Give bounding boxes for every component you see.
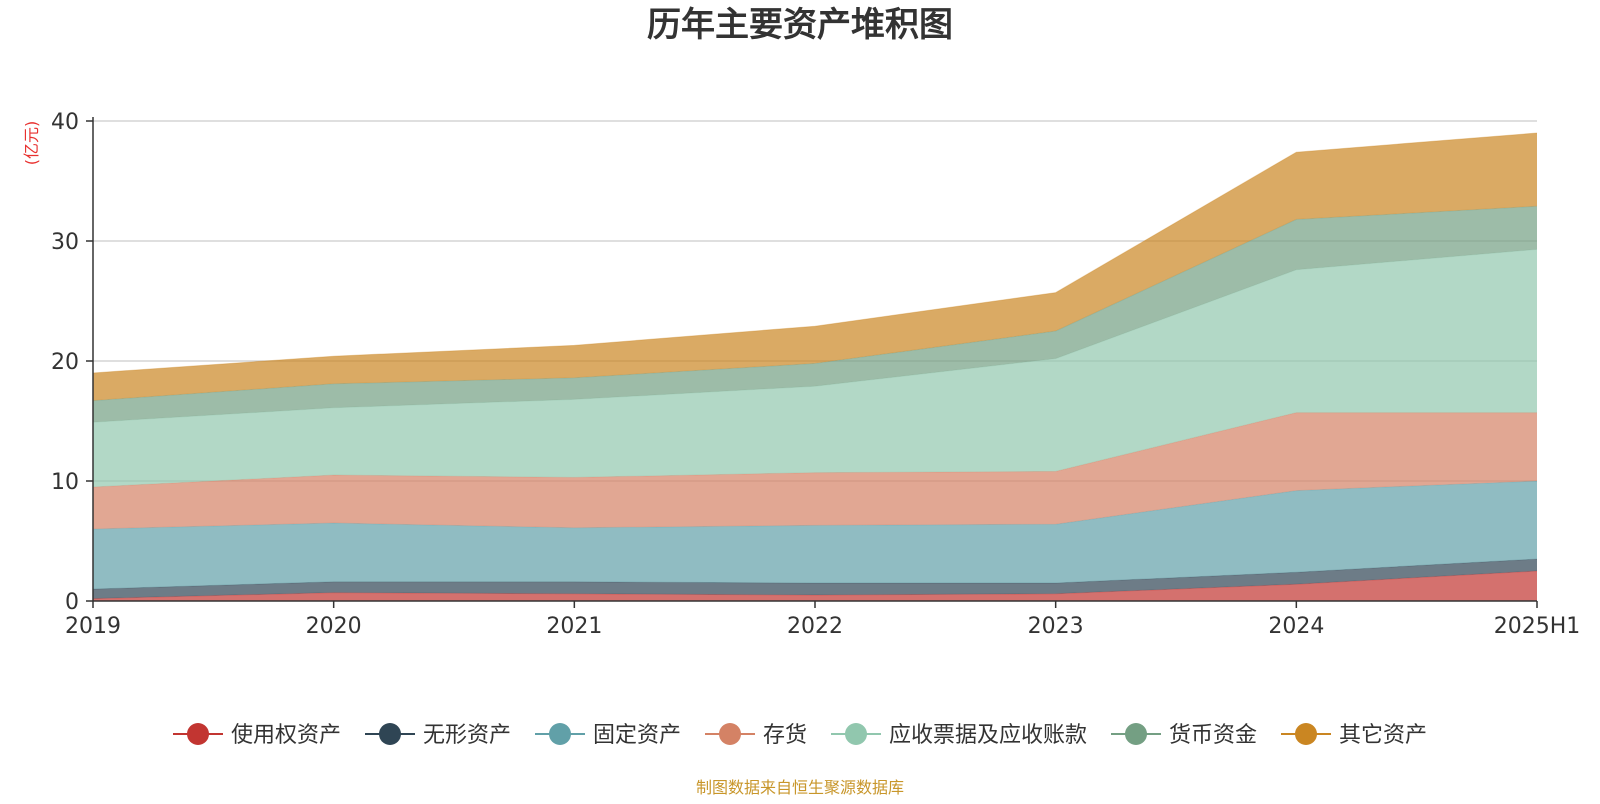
x-tick-label: 2025H1 (1494, 614, 1581, 639)
legend-circle-marker (549, 723, 571, 745)
legend-item-4[interactable]: 应收票据及应收账款 (831, 723, 1087, 748)
legend[interactable]: 使用权资产 无形资产 固定资产 存货 应收票据及应收账款 货币资金 其它资产 (173, 723, 1427, 748)
x-tick-label: 2020 (306, 614, 362, 639)
y-tick-label: 20 (51, 350, 79, 375)
y-tick-label: 0 (65, 590, 79, 615)
area-series-2[interactable] (93, 481, 1537, 589)
axes: 0 10 20 30 40 2019 2020 2021 2022 2023 2024 2025H1 (51, 110, 1580, 639)
legend-item-5[interactable]: 货币资金 (1111, 723, 1257, 748)
legend-label: 货币资金 (1169, 723, 1257, 748)
x-tick-label: 2021 (546, 614, 602, 639)
legend-circle-marker (1295, 723, 1317, 745)
legend-circle-marker (1125, 723, 1147, 745)
area-series-6[interactable] (93, 133, 1537, 401)
chart-title: 历年主要资产堆积图 (647, 5, 953, 45)
y-tick-label: 10 (51, 470, 79, 495)
legend-item-6[interactable]: 其它资产 (1281, 723, 1427, 748)
legend-label: 应收票据及应收账款 (889, 723, 1087, 748)
x-tick-label: 2023 (1028, 614, 1084, 639)
area-series-4[interactable] (93, 249, 1537, 487)
legend-circle-marker (379, 723, 401, 745)
area-series-group (92, 132, 1538, 601)
legend-label: 使用权资产 (231, 723, 341, 748)
legend-circle-marker (187, 723, 209, 745)
area-series-line-6 (92, 132, 1538, 374)
legend-circle-marker (719, 723, 741, 745)
y-tick-label: 40 (51, 110, 79, 135)
legend-item-1[interactable]: 无形资产 (365, 723, 511, 748)
legend-circle-marker (845, 723, 867, 745)
x-tick-label: 2024 (1268, 614, 1324, 639)
area-series-0[interactable] (93, 571, 1537, 601)
area-series-3[interactable] (93, 412, 1537, 529)
legend-item-0[interactable]: 使用权资产 (173, 723, 341, 748)
y-tick-label: 30 (51, 230, 79, 255)
legend-label: 存货 (763, 723, 807, 748)
legend-item-3[interactable]: 存货 (705, 723, 807, 748)
area-series-5[interactable] (93, 206, 1537, 423)
x-tick-label: 2022 (787, 614, 843, 639)
legend-label: 其它资产 (1339, 723, 1427, 748)
legend-label: 固定资产 (593, 723, 681, 748)
data-source-note: 制图数据来自恒生聚源数据库 (696, 778, 904, 797)
x-tick-label: 2019 (65, 614, 121, 639)
area-series-1[interactable] (93, 559, 1537, 599)
y-axis-unit: (亿元) (22, 121, 41, 166)
legend-label: 无形资产 (423, 723, 511, 748)
legend-item-2[interactable]: 固定资产 (535, 723, 681, 748)
